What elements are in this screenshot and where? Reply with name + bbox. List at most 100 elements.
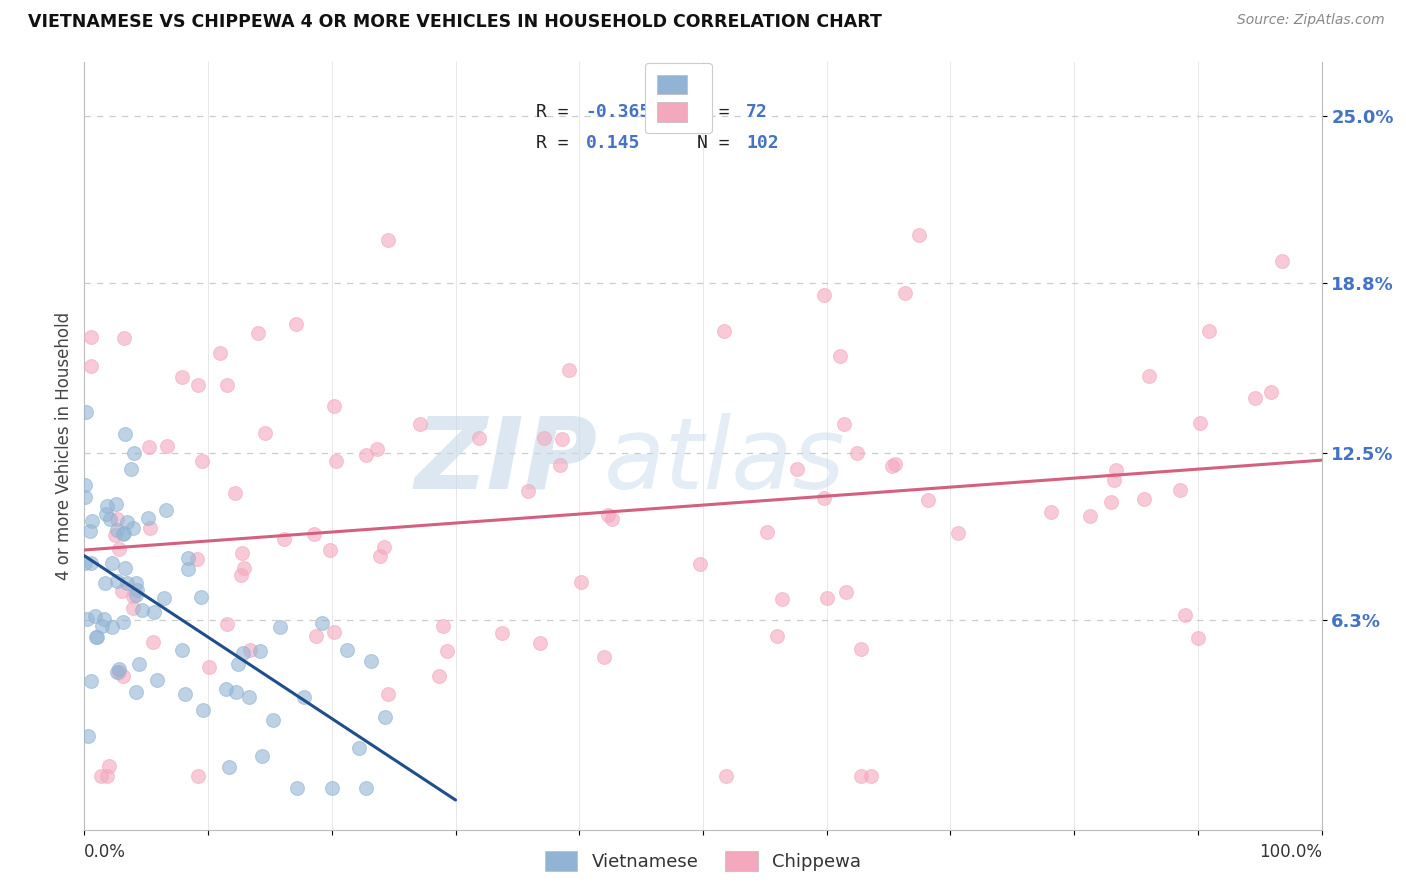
Point — [569, 575, 592, 590]
Point — [218, 759, 240, 773]
Point — [917, 492, 939, 507]
Point — [142, 635, 165, 649]
Point — [436, 644, 458, 658]
Point — [170, 643, 193, 657]
Point — [1198, 324, 1220, 338]
Point — [115, 575, 138, 590]
Point — [94, 576, 117, 591]
Text: 102: 102 — [747, 134, 779, 152]
Text: R =: R = — [536, 134, 591, 152]
Point — [143, 605, 166, 619]
Point — [377, 688, 399, 702]
Point — [98, 759, 121, 773]
Point — [174, 687, 197, 701]
Point — [366, 442, 388, 456]
Text: N =: N = — [697, 103, 741, 121]
Point — [232, 646, 254, 660]
Text: atlas: atlas — [605, 413, 845, 510]
Point — [145, 673, 167, 687]
Point — [786, 462, 808, 476]
Point — [770, 592, 793, 607]
Point — [533, 431, 555, 445]
Point — [305, 629, 328, 643]
Point — [432, 618, 454, 632]
Point — [846, 446, 869, 460]
Point — [79, 673, 101, 688]
Point — [517, 483, 540, 498]
Point — [90, 769, 112, 783]
Point — [104, 528, 127, 542]
Point — [374, 710, 396, 724]
Point — [170, 370, 193, 384]
Point — [108, 662, 131, 676]
Point — [186, 552, 208, 566]
Point — [93, 612, 115, 626]
Point — [1174, 608, 1197, 623]
Point — [125, 685, 148, 699]
Point — [127, 583, 149, 598]
Point — [125, 588, 148, 602]
Point — [80, 514, 103, 528]
Point — [253, 426, 276, 441]
Point — [321, 780, 343, 795]
Point — [111, 583, 134, 598]
Point — [76, 612, 98, 626]
Point — [849, 641, 872, 656]
Point — [176, 551, 198, 566]
Point — [208, 346, 231, 360]
Point — [121, 521, 143, 535]
Point — [311, 615, 333, 630]
Text: -0.365: -0.365 — [585, 103, 651, 121]
Point — [94, 507, 117, 521]
Point — [138, 440, 160, 454]
Point — [1260, 384, 1282, 399]
Point — [108, 665, 131, 680]
Point — [96, 499, 118, 513]
Point — [75, 477, 97, 491]
Text: N =: N = — [697, 134, 741, 152]
Point — [112, 525, 135, 540]
Point — [215, 378, 238, 392]
Point — [187, 377, 209, 392]
Point — [136, 511, 159, 525]
Point — [908, 227, 931, 242]
Point — [292, 690, 315, 704]
Point — [354, 780, 377, 795]
Point — [1137, 368, 1160, 383]
Point — [177, 562, 200, 576]
Point — [1039, 505, 1062, 519]
Point — [1099, 495, 1122, 509]
Legend: , : , — [645, 63, 711, 133]
Point — [354, 449, 377, 463]
Point — [880, 458, 903, 473]
Point — [859, 769, 882, 783]
Point — [250, 749, 273, 764]
Point — [1105, 463, 1128, 477]
Point — [217, 616, 239, 631]
Point — [73, 556, 96, 570]
Point — [232, 561, 254, 575]
Point — [558, 363, 581, 377]
Point — [84, 630, 107, 644]
Point — [246, 326, 269, 340]
Text: 100.0%: 100.0% — [1258, 843, 1322, 861]
Point — [105, 523, 128, 537]
Point — [409, 417, 432, 431]
Point — [347, 741, 370, 756]
Point — [817, 591, 839, 605]
Point — [336, 643, 359, 657]
Point — [131, 603, 153, 617]
Point — [689, 557, 711, 571]
Text: 0.0%: 0.0% — [84, 843, 127, 861]
Point — [849, 769, 872, 783]
Point — [79, 359, 101, 373]
Point — [84, 609, 107, 624]
Point — [128, 657, 150, 671]
Point — [122, 601, 145, 615]
Point — [600, 512, 623, 526]
Point — [249, 644, 271, 658]
Point — [115, 515, 138, 529]
Point — [112, 615, 135, 629]
Point — [491, 626, 513, 640]
Point — [96, 769, 118, 783]
